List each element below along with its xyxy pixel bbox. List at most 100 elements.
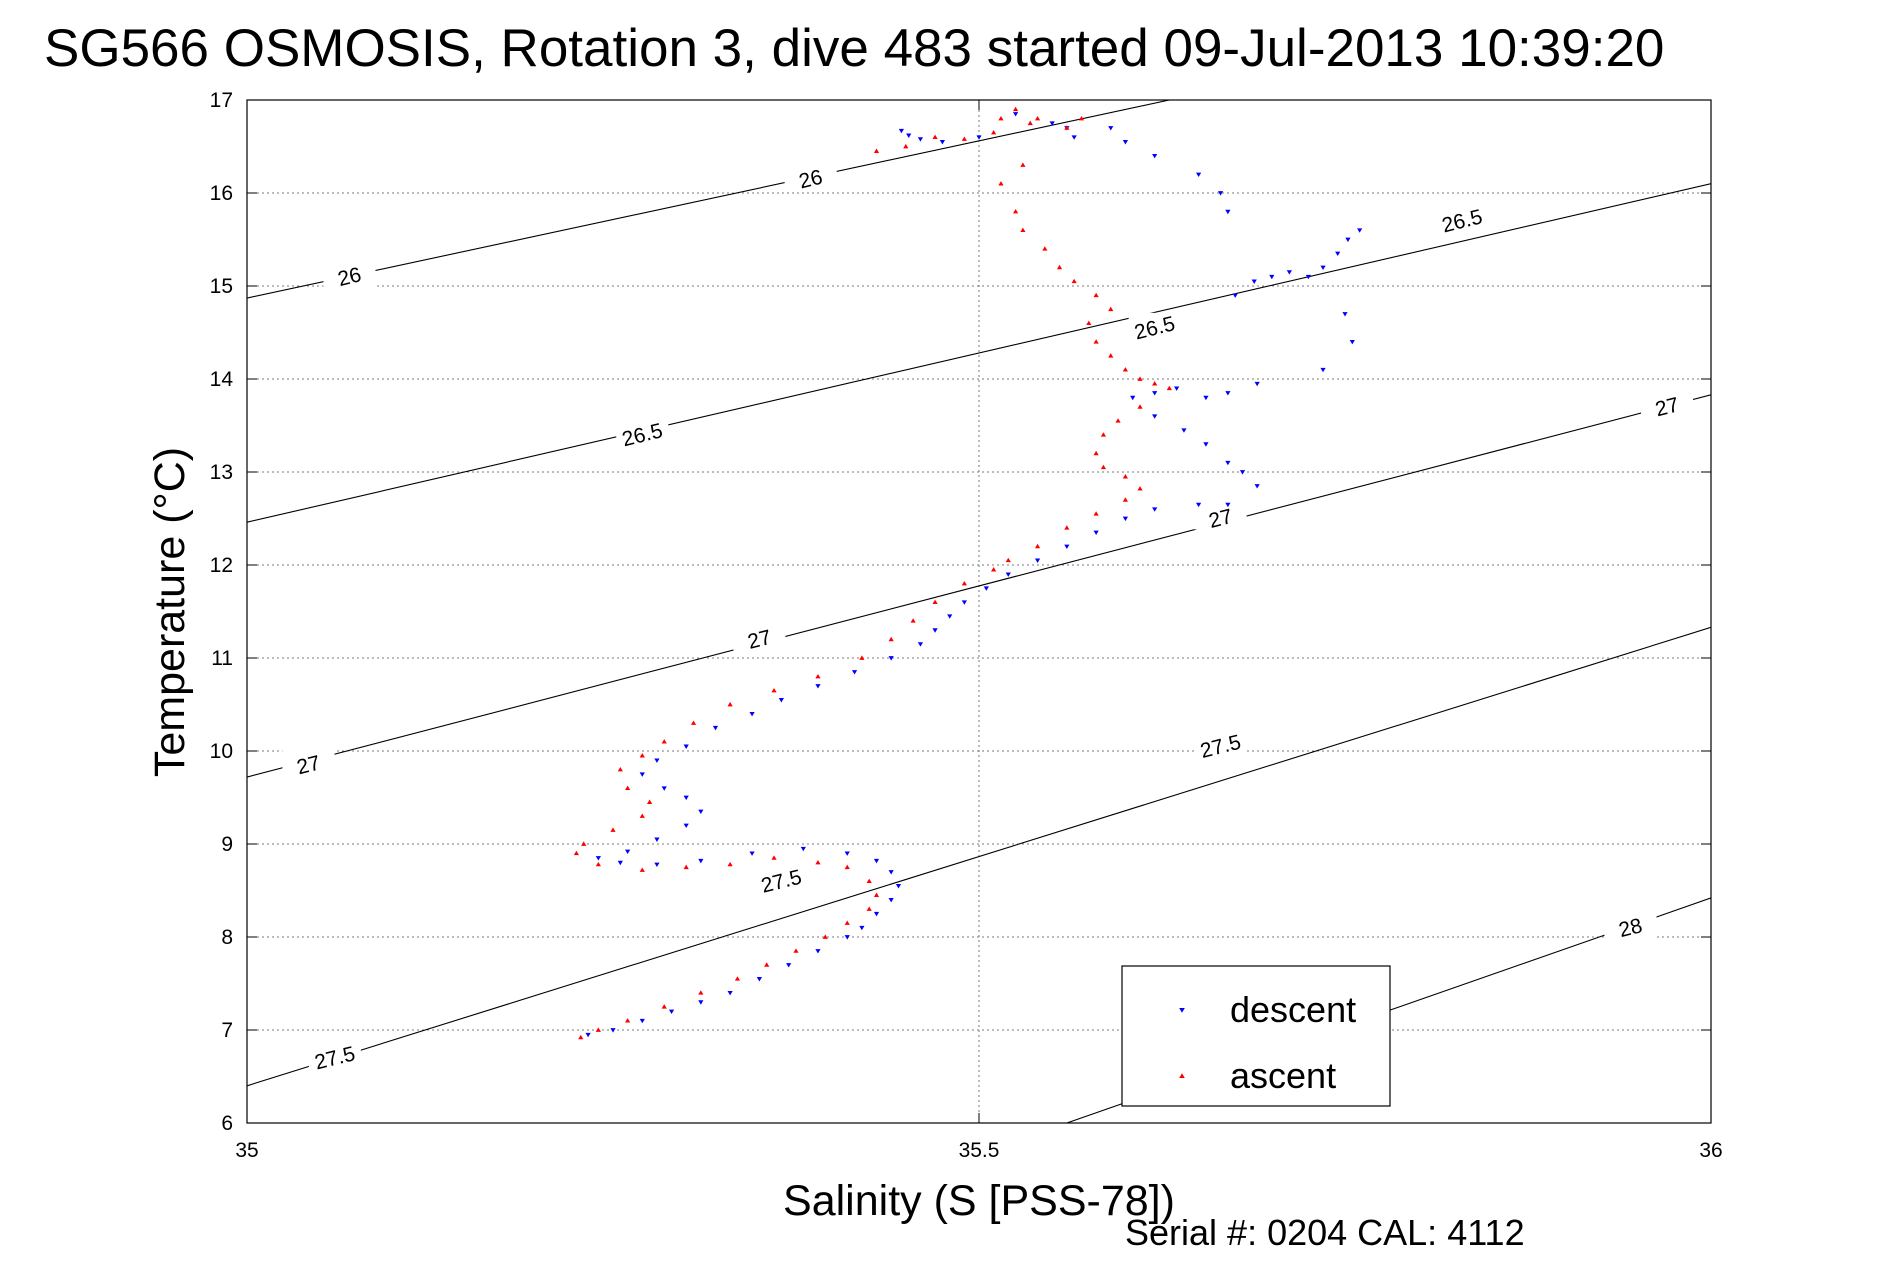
ascent-point [1056, 264, 1063, 270]
ascent-point [1137, 404, 1143, 409]
contour-label-bg [1128, 312, 1181, 339]
contour-line-26 [247, 100, 1170, 299]
descent-point [1196, 172, 1202, 177]
ascent-point [815, 674, 821, 679]
descent-point [683, 795, 689, 801]
y-tick-label: 15 [210, 275, 233, 298]
descent-point [851, 670, 858, 675]
ascent-point [822, 934, 828, 939]
descent-point [1349, 339, 1355, 345]
ascent-point [1027, 120, 1033, 126]
descent-point [1335, 251, 1341, 257]
ascent-point [639, 867, 645, 872]
ascent-point [1100, 464, 1107, 470]
y-axis-label: Temperature (°C) [146, 447, 194, 777]
ascent-point [1093, 511, 1099, 516]
contour-label-bg [616, 419, 669, 446]
descent-point [668, 1009, 675, 1014]
ascent-point [1122, 497, 1128, 502]
descent-point [800, 846, 806, 852]
ascent-point [1013, 106, 1019, 112]
ascent-point [1064, 525, 1070, 530]
descent-point [617, 860, 623, 866]
descent-point [1269, 274, 1275, 280]
descent-point [1203, 395, 1209, 401]
descent-point [859, 925, 865, 931]
legend: descent ascent [1121, 965, 1391, 1107]
descent-point [661, 786, 667, 791]
ascent-point [734, 976, 741, 981]
descent-point [1254, 381, 1260, 387]
ascent-point [1042, 246, 1048, 251]
data-points [573, 106, 1363, 1040]
descent-point [1286, 270, 1292, 275]
descent-point [1093, 530, 1099, 536]
contour-label-bg [1194, 503, 1247, 530]
descent-point [1196, 502, 1202, 508]
y-tick-label: 14 [210, 368, 234, 391]
legend-label-descent: descent [1230, 989, 1356, 1030]
ascent-point [859, 655, 865, 660]
descent-point [654, 758, 660, 763]
descent-point [749, 851, 755, 856]
contour-label: 27 [1207, 505, 1235, 533]
contour-label-bg [755, 866, 808, 893]
ascent-point [1108, 353, 1114, 358]
descent-point [1122, 140, 1128, 145]
descent-point [712, 725, 719, 731]
ascent-point [815, 860, 821, 865]
y-tick-label: 17 [210, 89, 233, 112]
descent-point [1357, 228, 1363, 233]
ascent-point [932, 599, 938, 605]
ascent-point [1108, 306, 1114, 312]
ascent-point [1020, 227, 1026, 233]
descent-point [1152, 391, 1158, 396]
ascent-point [873, 892, 880, 897]
descent-point [1232, 293, 1238, 298]
descent-point [756, 977, 762, 982]
axis-ticks: 35 35.5 36 6 7 8 9 10 11 12 13 14 15 16 17 [210, 89, 1723, 1162]
x-tick-label: 35 [235, 1139, 258, 1162]
y-tick-label: 16 [210, 182, 233, 205]
ascent-point [595, 861, 601, 867]
descent-point [917, 137, 924, 142]
contour-line-27 [247, 394, 1711, 778]
y-tick-label: 8 [221, 926, 233, 949]
descent-point [898, 128, 905, 134]
ascent-point [610, 827, 616, 832]
descent-point [895, 884, 902, 889]
ascent-point [1034, 543, 1041, 549]
contour-label: 26 [335, 263, 363, 291]
ascent-point [1122, 367, 1128, 372]
ascent-point [1071, 278, 1077, 284]
ascent-point [991, 129, 997, 135]
descent-point [961, 600, 967, 605]
serial-info: Serial #: 0204 CAL: 4112 [1125, 1212, 1525, 1253]
grid [247, 100, 1711, 1123]
descent-point [654, 862, 660, 868]
ascent-point [647, 799, 653, 804]
contour-label: 26 [797, 166, 825, 194]
ascent-point [727, 701, 733, 707]
ascent-point [1137, 376, 1143, 381]
descent-point [888, 897, 894, 903]
descent-point [1005, 572, 1011, 577]
ascent-point [991, 567, 997, 572]
descent-point [1225, 209, 1231, 215]
ascent-point [932, 134, 938, 140]
contour-label-bg [1604, 912, 1657, 939]
ascent-point [1078, 116, 1085, 121]
descent-point [749, 711, 755, 717]
descent-point [610, 1028, 616, 1033]
descent-point [654, 837, 660, 842]
ascent-point [1137, 486, 1143, 491]
contour-label-bg [784, 164, 837, 191]
ascent-point [625, 1018, 631, 1023]
ascent-point [1093, 450, 1099, 456]
legend-marker-ascent [1179, 1073, 1185, 1078]
descent-point [1251, 279, 1257, 284]
ascent-point [1005, 557, 1011, 563]
descent-point [947, 614, 953, 619]
ascent-point [1034, 116, 1041, 121]
descent-point [585, 1032, 591, 1038]
